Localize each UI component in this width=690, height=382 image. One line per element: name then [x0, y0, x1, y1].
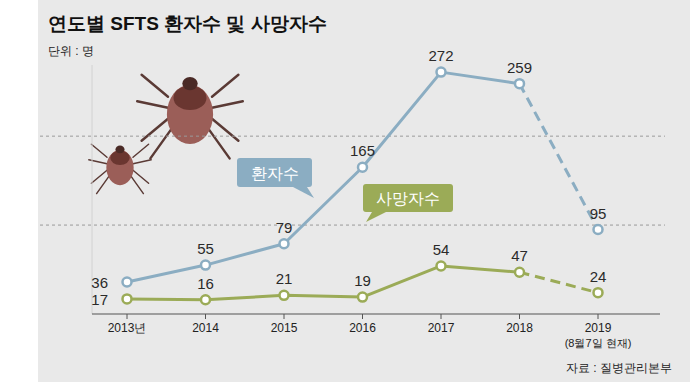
series-line-partial — [520, 84, 599, 230]
marker — [123, 294, 132, 303]
data-label: 95 — [590, 205, 607, 222]
x-tick-label: 2016 — [349, 321, 376, 335]
x-tick-label: 2015 — [271, 321, 298, 335]
data-label: 47 — [511, 247, 528, 264]
series-line-partial — [520, 272, 599, 292]
tick-illustration — [89, 144, 151, 193]
background — [38, 0, 690, 382]
legend-callout: 환자수 — [237, 158, 314, 198]
data-label: 21 — [276, 270, 293, 287]
x-tick — [598, 314, 599, 319]
chart-svg: 연도별 SFTS 환자수 및 사망자수단위 : 명 2013년 2014 2015 20… — [0, 0, 690, 382]
data-label: 19 — [354, 272, 371, 289]
plot-area — [123, 68, 603, 305]
data-label: 259 — [507, 59, 532, 76]
marker — [201, 295, 210, 304]
marker — [594, 288, 603, 297]
marker — [437, 261, 446, 270]
marker — [515, 79, 524, 88]
data-label: 54 — [433, 241, 450, 258]
legend-tail — [366, 212, 386, 222]
data-label: 17 — [91, 291, 108, 308]
chart-container: 연도별 SFTS 환자수 및 사망자수단위 : 명 2013년 2014 2015 20… — [0, 0, 690, 382]
legend-label: 환자수 — [251, 165, 299, 182]
marker — [201, 261, 210, 270]
subtitle: 단위 : 명 — [48, 44, 94, 58]
series-line — [127, 266, 520, 300]
grid-line — [40, 136, 665, 137]
x-tick-label: 2017 — [428, 321, 455, 335]
source: 자료 : 질병관리본부 — [566, 361, 672, 375]
annotation: (8월7일 현재) — [565, 337, 632, 349]
x-tick — [284, 314, 285, 319]
labels: 36 55 79 165 272 259 95 17 16 21 19 54 47 24 — [91, 47, 606, 308]
tick-illustration — [137, 75, 243, 159]
x-tick — [127, 314, 128, 319]
x-tick — [519, 314, 520, 319]
grid-line — [40, 225, 665, 226]
x-tick-label: 2014 — [192, 321, 219, 335]
marker — [358, 293, 367, 302]
x-tick — [441, 314, 442, 319]
legend-tail — [293, 187, 314, 198]
series-line — [127, 72, 520, 282]
marker — [123, 277, 132, 286]
marker — [437, 68, 446, 77]
x-tick-label: 2018 — [506, 321, 533, 335]
x-tick — [205, 314, 206, 319]
marker — [515, 268, 524, 277]
legend-label: 사망자수 — [376, 190, 440, 207]
marker — [358, 163, 367, 172]
x-tick — [362, 314, 363, 319]
marker — [280, 239, 289, 248]
data-label: 36 — [91, 274, 108, 291]
data-label: 24 — [590, 268, 607, 285]
title: 연도별 SFTS 환자수 및 사망자수 — [48, 13, 327, 34]
marker — [594, 225, 603, 234]
x-tick-label: 2013년 — [108, 321, 147, 335]
data-label: 79 — [276, 219, 293, 236]
data-label: 165 — [350, 142, 375, 159]
legend-box — [363, 184, 453, 212]
data-label: 16 — [197, 275, 214, 292]
marker — [280, 291, 289, 300]
x-tick-label: 2019 — [585, 321, 612, 335]
legend-box — [237, 158, 312, 187]
legend-callout: 사망자수 — [363, 184, 453, 222]
data-label: 272 — [428, 47, 453, 64]
x-axis-line — [92, 313, 660, 314]
data-label: 55 — [197, 240, 214, 257]
